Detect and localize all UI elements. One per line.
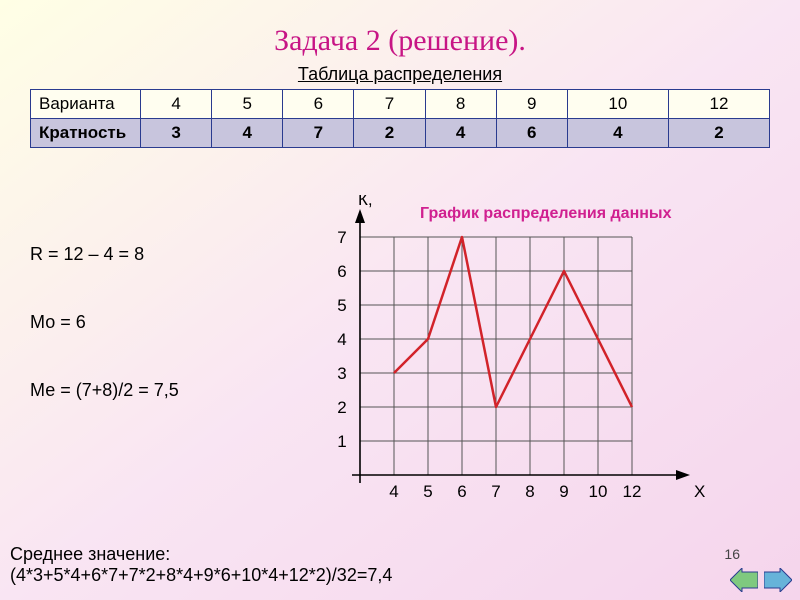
svg-text:8: 8 (525, 482, 534, 501)
chart-title: График распределения данных (420, 205, 671, 223)
svg-text:7: 7 (491, 482, 500, 501)
table-cell: 4 (567, 119, 668, 148)
table-row: Кратность 3 4 7 2 4 6 4 2 (31, 119, 770, 148)
svg-text:6: 6 (457, 482, 466, 501)
table-cell: 3 (141, 119, 212, 148)
table-cell: 4 (212, 119, 283, 148)
svg-text:X: X (694, 482, 705, 501)
table-cell: 8 (425, 90, 496, 119)
page-title: Задача 2 (решение). (0, 0, 800, 64)
formulas-block: R = 12 – 4 = 8 Мо = 6 Ме = (7+8)/2 = 7,5 (30, 245, 179, 449)
mean-calc: (4*3+5*4+6*7+7*2+8*4+9*6+10*4+12*2)/32=7… (10, 565, 392, 585)
table-cell: 6 (283, 90, 354, 119)
table-subtitle: Таблица распределения (0, 64, 800, 85)
table-cell: 2 (354, 119, 425, 148)
svg-text:5: 5 (423, 482, 432, 501)
svg-text:1: 1 (337, 432, 346, 451)
arrow-left-icon (730, 568, 758, 592)
svg-text:К,: К, (358, 195, 373, 209)
svg-text:12: 12 (623, 482, 642, 501)
formula-mo: Мо = 6 (30, 313, 179, 331)
row-label-variant: Варианта (31, 90, 141, 119)
distribution-chart: График распределения данных 123456745678… (290, 195, 760, 525)
svg-text:2: 2 (337, 398, 346, 417)
prev-button[interactable] (730, 568, 758, 592)
table-cell: 2 (668, 119, 769, 148)
table-cell: 6 (496, 119, 567, 148)
page-number: 16 (724, 546, 740, 562)
svg-text:10: 10 (589, 482, 608, 501)
next-button[interactable] (764, 568, 792, 592)
table-cell: 4 (425, 119, 496, 148)
table-cell: 7 (283, 119, 354, 148)
arrow-right-icon (764, 568, 792, 592)
formula-r: R = 12 – 4 = 8 (30, 245, 179, 263)
row-label-multiplicity: Кратность (31, 119, 141, 148)
table-cell: 7 (354, 90, 425, 119)
table-cell: 9 (496, 90, 567, 119)
svg-text:6: 6 (337, 262, 346, 281)
svg-text:9: 9 (559, 482, 568, 501)
svg-text:3: 3 (337, 364, 346, 383)
table-cell: 10 (567, 90, 668, 119)
table-row: Варианта 4 5 6 7 8 9 10 12 (31, 90, 770, 119)
distribution-table: Варианта 4 5 6 7 8 9 10 12 Кратность 3 4… (30, 89, 770, 148)
svg-text:5: 5 (337, 296, 346, 315)
svg-text:4: 4 (389, 482, 398, 501)
formula-me: Ме = (7+8)/2 = 7,5 (30, 381, 179, 399)
table-cell: 4 (141, 90, 212, 119)
svg-text:7: 7 (337, 228, 346, 247)
table-cell: 5 (212, 90, 283, 119)
svg-text:4: 4 (337, 330, 346, 349)
mean-label: Среднее значение: (10, 544, 170, 564)
table-cell: 12 (668, 90, 769, 119)
chart-svg: 12345674567891012К,X (290, 195, 760, 525)
mean-block: Среднее значение: (4*3+5*4+6*7+7*2+8*4+9… (10, 544, 392, 586)
